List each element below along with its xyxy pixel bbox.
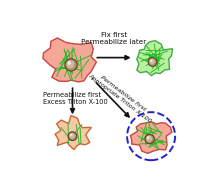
Polygon shape xyxy=(43,38,96,82)
Text: Permeabilize first
Appropriate Triton X-100: Permeabilize first Appropriate Triton X-… xyxy=(87,68,156,124)
Circle shape xyxy=(148,58,157,66)
Circle shape xyxy=(146,136,152,142)
Text: Fix first
Permeabilize later: Fix first Permeabilize later xyxy=(81,32,147,45)
Polygon shape xyxy=(137,41,173,76)
Circle shape xyxy=(67,60,74,68)
Circle shape xyxy=(149,59,155,64)
Circle shape xyxy=(65,59,77,71)
Circle shape xyxy=(70,134,72,136)
Polygon shape xyxy=(55,115,91,150)
Circle shape xyxy=(150,59,152,62)
Circle shape xyxy=(67,61,71,65)
Text: Permeabilize first
Excess Triton X-100: Permeabilize first Excess Triton X-100 xyxy=(43,92,108,105)
Circle shape xyxy=(145,134,154,144)
Circle shape xyxy=(147,136,150,139)
Circle shape xyxy=(68,132,77,141)
Circle shape xyxy=(69,133,75,139)
Polygon shape xyxy=(131,122,172,153)
